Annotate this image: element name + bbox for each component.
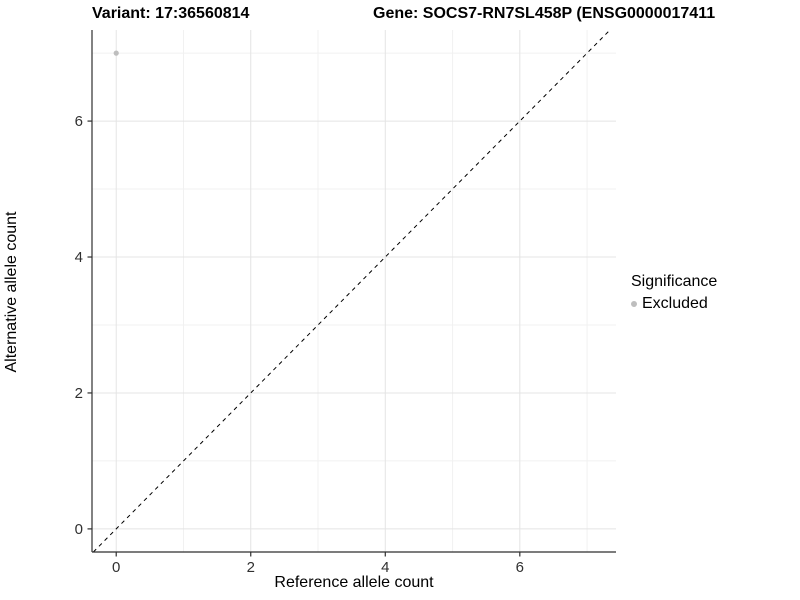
plot-title-variant: Variant: 17:36560814 (92, 5, 250, 22)
x-tick-label: 0 (112, 559, 120, 576)
axis-ticks: 0 2 4 6 0 2 4 6 (75, 113, 524, 576)
x-axis-title: Reference allele count (274, 574, 434, 591)
legend-entry-excluded: Excluded (631, 295, 717, 313)
gridlines-minor (92, 30, 616, 552)
legend: Significance Excluded (631, 273, 717, 313)
plot-title-gene: Gene: SOCS7-RN7SL458P (ENSG0000017411 (373, 5, 716, 22)
x-tick-label: 6 (516, 559, 524, 576)
y-axis-title: Alternative allele count (3, 211, 20, 373)
y-tick-label: 4 (75, 249, 83, 266)
legend-point-icon (631, 301, 637, 307)
y-tick-label: 6 (75, 113, 83, 130)
identity-reference-line (92, 29, 611, 553)
y-tick-label: 0 (75, 521, 83, 538)
legend-title: Significance (631, 273, 718, 290)
data-point (113, 50, 119, 56)
x-tick-label: 4 (381, 559, 389, 576)
gridlines-major (92, 30, 616, 552)
y-tick-label: 2 (75, 385, 83, 402)
x-tick-label: 2 (247, 559, 255, 576)
legend-entry-label: Excluded (642, 295, 708, 312)
